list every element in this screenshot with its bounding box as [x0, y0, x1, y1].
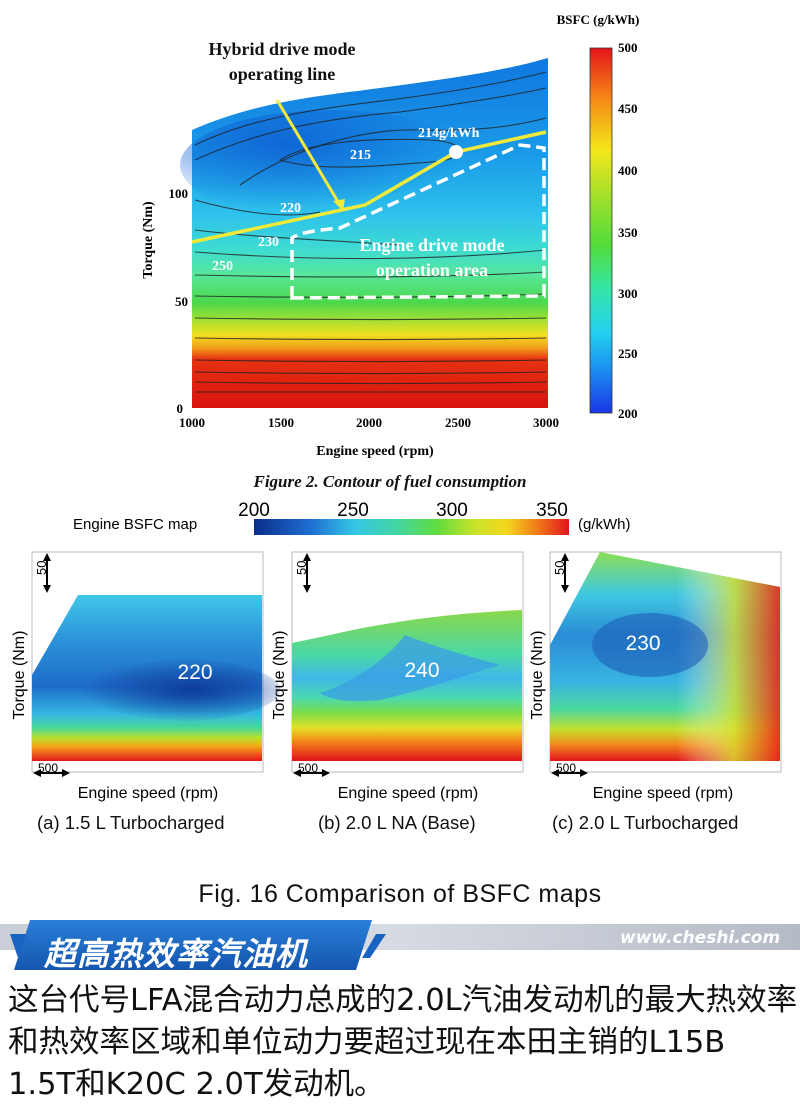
map-b-ylabel: Torque (Nm): [271, 631, 288, 720]
figure2-caption: Figure 2. Contour of fuel consumption: [253, 472, 527, 491]
colorbar-tick-300: 300: [618, 286, 638, 301]
engine-area-label-1: Engine drive mode: [359, 235, 504, 255]
legend-tick-250: 250: [337, 500, 369, 521]
min-point-label: 214g/kWh: [418, 126, 480, 141]
map-a: 50 500 220 Engine speed (rpm) Torque (Nm…: [11, 551, 280, 802]
legend-tick-350: 350: [536, 500, 568, 521]
x-tick-2500: 2500: [445, 415, 471, 430]
legend-unit: (g/kWh): [578, 516, 631, 533]
legend-bar: [254, 519, 569, 535]
contour-label-215: 215: [350, 148, 371, 163]
map-a-ylabel: Torque (Nm): [11, 631, 28, 720]
contour-label-220: 220: [280, 201, 301, 216]
map-c-xlabel: Engine speed (rpm): [593, 785, 734, 802]
map-a-min-label: 220: [177, 661, 212, 684]
colorbar-tick-200: 200: [618, 406, 638, 421]
figure16-caption: Fig. 16 Comparison of BSFC maps: [198, 880, 602, 908]
colorbar: [589, 47, 613, 414]
map-c-scale-x: 500: [556, 761, 576, 775]
bsfc-contour-map: [180, 58, 548, 408]
x-tick-1500: 1500: [268, 415, 294, 430]
contour-label-230: 230: [258, 235, 279, 250]
hybrid-label-1: Hybrid drive mode: [209, 39, 356, 59]
x-axis-label: Engine speed (rpm): [316, 444, 434, 459]
map-a-scale-y: 50: [34, 561, 49, 575]
x-tick-3000: 3000: [533, 415, 559, 430]
map-c-scale-y: 50: [552, 561, 567, 575]
hybrid-label-2: operating line: [229, 64, 336, 84]
colorbar-title: BSFC (g/kWh): [557, 12, 640, 27]
legend-tick-300: 300: [436, 500, 468, 521]
map-c: 50 500 230 Engine speed (rpm) Torque (Nm…: [529, 551, 782, 802]
y-tick-50: 50: [175, 294, 188, 309]
map-b-xlabel: Engine speed (rpm): [338, 785, 479, 802]
colorbar-tick-500: 500: [618, 40, 638, 55]
map-b-scale-y: 50: [294, 561, 309, 575]
contour-label-250: 250: [212, 259, 233, 274]
legend-tick-200: 200: [238, 500, 270, 521]
banner-title: 超高热效率汽油机: [44, 935, 309, 973]
map-b-scale-x: 500: [298, 761, 318, 775]
y-tick-0: 0: [177, 401, 184, 416]
map-a-xlabel: Engine speed (rpm): [78, 785, 219, 802]
colorbar-tick-350: 350: [618, 225, 638, 240]
map-b: 50 500 240 Engine speed (rpm) Torque (Nm…: [271, 551, 524, 802]
min-bsfc-point: [449, 145, 463, 159]
legend-title: Engine BSFC map: [73, 516, 197, 533]
section-banner: [0, 920, 800, 970]
y-axis-label: Torque (Nm): [141, 201, 156, 279]
colorbar-tick-450: 450: [618, 101, 638, 116]
x-tick-2000: 2000: [356, 415, 382, 430]
hybrid-operating-line: [191, 130, 547, 244]
engine-area-label-2: operation area: [376, 260, 488, 280]
map-c-min-label: 230: [625, 632, 660, 655]
article-paragraph: 这台代号LFA混合动力总成的2.0L汽油发动机的最大热效率和热效率区域和单位动力…: [8, 983, 798, 1102]
watermark: www.cheshi.com: [620, 928, 781, 948]
colorbar-tick-400: 400: [618, 163, 638, 178]
engine-drive-area: [290, 143, 546, 300]
figure2-chart: Hybrid drive mode operating line 214g/kW…: [141, 12, 640, 459]
map-c-ylabel: Torque (Nm): [529, 631, 546, 720]
x-tick-1000: 1000: [179, 415, 205, 430]
map-b-caption: (b) 2.0 L NA (Base): [318, 812, 476, 833]
map-a-caption: (a) 1.5 L Turbocharged: [37, 812, 225, 833]
map-a-scale-x: 500: [38, 761, 58, 775]
colorbar-tick-250: 250: [618, 346, 638, 361]
figure16-charts: Engine BSFC map 200 250 300 350 (g/kWh) …: [11, 500, 782, 802]
map-c-caption: (c) 2.0 L Turbocharged: [552, 812, 739, 833]
y-tick-100: 100: [169, 186, 189, 201]
map-b-min-label: 240: [404, 659, 439, 682]
